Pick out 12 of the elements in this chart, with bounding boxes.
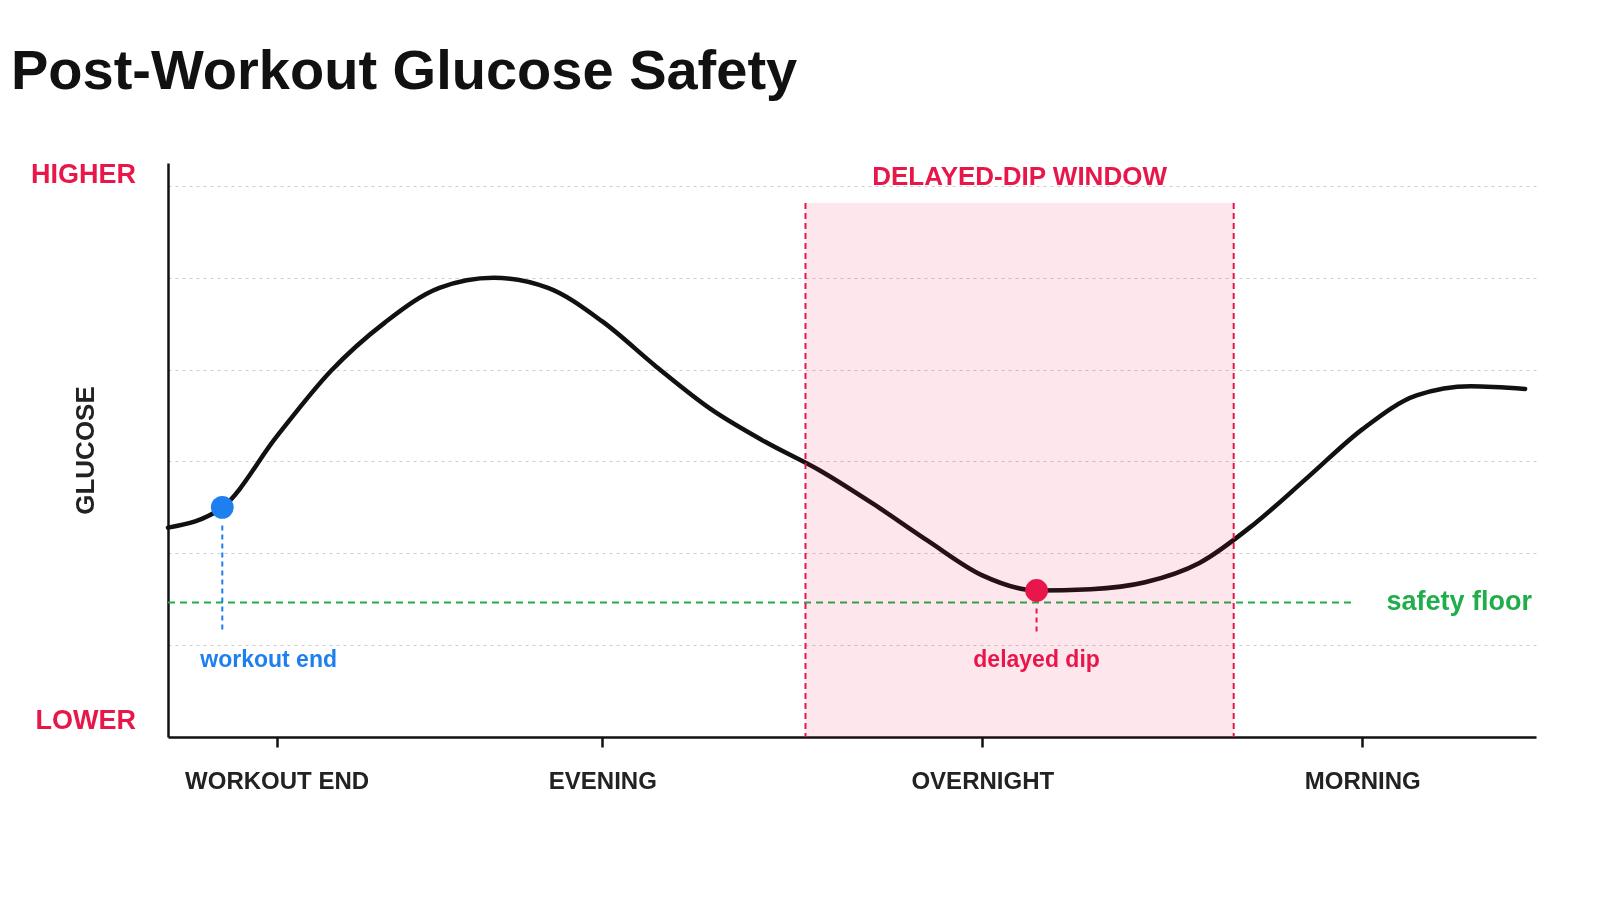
chart-title: Post-Workout Glucose Safety [10, 38, 798, 101]
text: HIGHER [30, 159, 136, 189]
annotation: workout end [199, 646, 338, 673]
x-tick-label: WORKOUT END [185, 766, 370, 794]
x-tick-label: EVENING [548, 766, 657, 794]
ref-line-label: safety floor [1386, 586, 1533, 617]
text: LOWER [35, 705, 136, 735]
y-axis-title: GLUCOSE [69, 386, 100, 515]
annotation: delayed dip [973, 646, 1100, 673]
x-tick-label: MORNING [1304, 766, 1421, 794]
text: DELAYED-DIP WINDOW [872, 161, 1168, 191]
x-tick-label: OVERNIGHT [911, 766, 1055, 794]
